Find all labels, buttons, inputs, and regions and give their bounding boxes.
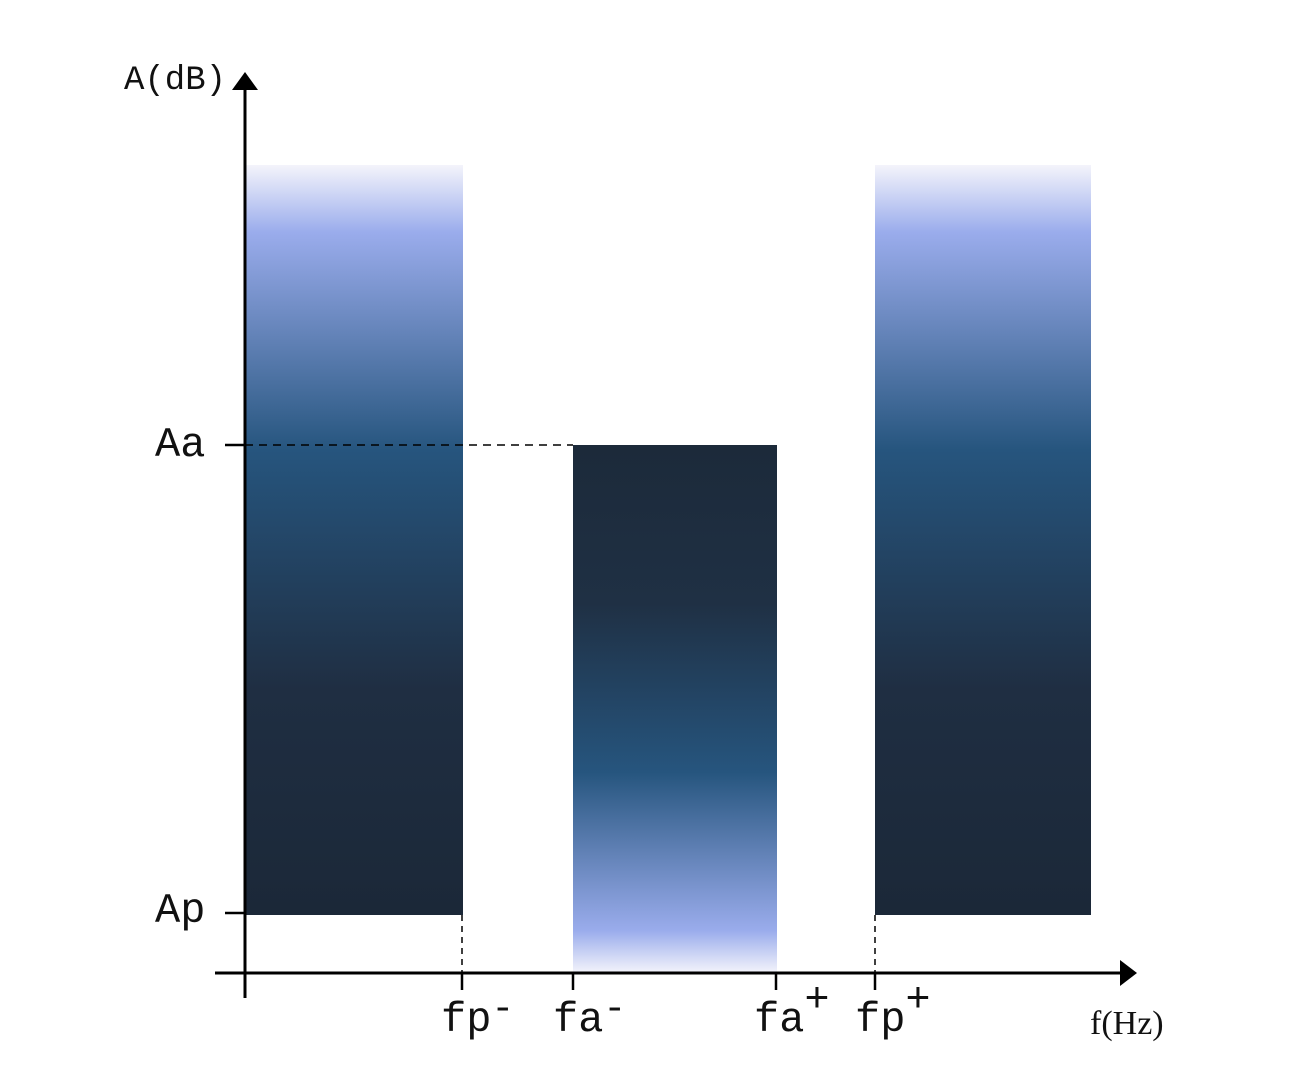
right-stopband-region xyxy=(875,165,1091,915)
center-passband-region xyxy=(573,445,777,973)
fa-minus-sup: - xyxy=(603,988,626,1031)
x-axis-title: f(Hz) xyxy=(1090,1005,1164,1042)
y-axis-title: A(dB) xyxy=(124,62,226,100)
left-stopband-region xyxy=(245,165,463,915)
fp-plus-sup: + xyxy=(905,976,930,1024)
fa-minus-label: fa- xyxy=(553,988,626,1044)
fp-minus-label: fp- xyxy=(441,988,514,1044)
fp-plus-label: fp+ xyxy=(855,976,931,1044)
y-axis-arrowhead xyxy=(232,72,258,90)
fp-minus-sup: - xyxy=(491,988,514,1031)
fa-plus-base: fa xyxy=(754,996,804,1044)
fa-plus-sup: + xyxy=(804,976,829,1024)
ap-label: Ap xyxy=(155,887,205,935)
x-axis-arrowhead xyxy=(1120,960,1137,986)
fa-minus-base: fa xyxy=(553,996,603,1044)
fp-plus-base: fp xyxy=(855,996,905,1044)
fp-minus-base: fp xyxy=(441,996,491,1044)
fa-plus-label: fa+ xyxy=(754,976,830,1044)
aa-label: Aa xyxy=(155,421,205,469)
